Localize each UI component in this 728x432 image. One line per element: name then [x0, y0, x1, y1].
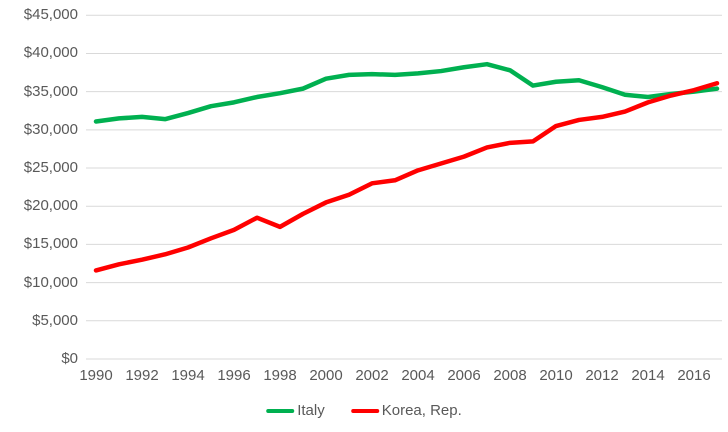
- y-axis-tick-label: $25,000: [23, 159, 78, 177]
- x-axis-tick-label: 2014: [631, 367, 665, 384]
- y-axis-tick-label: $10,000: [23, 273, 78, 291]
- y-axis-tick-label: $20,000: [23, 197, 78, 215]
- x-axis-tick-label: 1996: [217, 367, 251, 384]
- y-axis-tick-label: $15,000: [23, 235, 78, 253]
- legend-item-korea: Korea, Rep.: [350, 402, 462, 419]
- italy-line-swatch: [266, 408, 295, 413]
- legend-item-italy: Italy: [266, 402, 325, 419]
- y-axis-tick-label: $40,000: [23, 44, 78, 62]
- x-axis-tick-label: 2004: [401, 367, 435, 384]
- x-axis-tick-label: 2006: [447, 367, 481, 384]
- italy-line-series: [93, 61, 720, 124]
- korea-line-swatch: [350, 408, 379, 413]
- y-axis-tick-label: $45,000: [23, 6, 78, 24]
- x-axis-tick-label: 2010: [539, 367, 573, 384]
- legend: Italy Korea, Rep.: [266, 402, 462, 419]
- x-axis-tick-label: 2016: [677, 367, 711, 384]
- x-axis-tick-label: 1998: [263, 367, 297, 384]
- x-axis-tick-label: 1994: [171, 367, 205, 384]
- x-axis-tick-label: 2002: [355, 367, 389, 384]
- y-axis-tick-label: $0: [61, 350, 78, 367]
- y-axis-tick-label: $30,000: [23, 120, 78, 138]
- korea-line-series: [93, 81, 720, 273]
- x-axis-tick-label: 2012: [585, 367, 619, 384]
- legend-label-italy: Italy: [297, 402, 325, 419]
- x-axis-tick-label: 2008: [493, 367, 527, 384]
- x-axis-tick-label: 1990: [79, 367, 113, 384]
- y-axis-tick-label: $35,000: [23, 82, 78, 100]
- y-axis-tick-label: $5,000: [32, 311, 78, 329]
- x-axis-tick-label: 2000: [309, 367, 343, 384]
- x-axis-tick-label: 1992: [125, 367, 159, 384]
- legend-label-korea: Korea, Rep.: [381, 402, 462, 419]
